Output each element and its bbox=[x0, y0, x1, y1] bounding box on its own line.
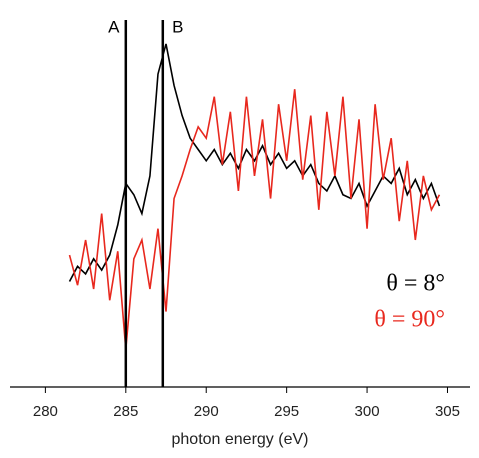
x-tick-label: 300 bbox=[355, 403, 380, 420]
x-axis-label: photon energy (eV) bbox=[172, 431, 309, 448]
marker-label: B bbox=[172, 17, 183, 36]
legend-label: θ = 90° bbox=[374, 307, 445, 333]
x-tick-label: 305 bbox=[435, 403, 460, 420]
legend-label: θ = 8° bbox=[386, 271, 445, 297]
marker-label: A bbox=[108, 17, 120, 36]
x-tick-label: 280 bbox=[33, 403, 58, 420]
x-tick-label: 295 bbox=[274, 403, 299, 420]
x-tick-label: 285 bbox=[113, 403, 138, 420]
x-tick-label: 290 bbox=[194, 403, 219, 420]
series-line bbox=[68, 89, 441, 350]
series-line bbox=[68, 43, 441, 282]
